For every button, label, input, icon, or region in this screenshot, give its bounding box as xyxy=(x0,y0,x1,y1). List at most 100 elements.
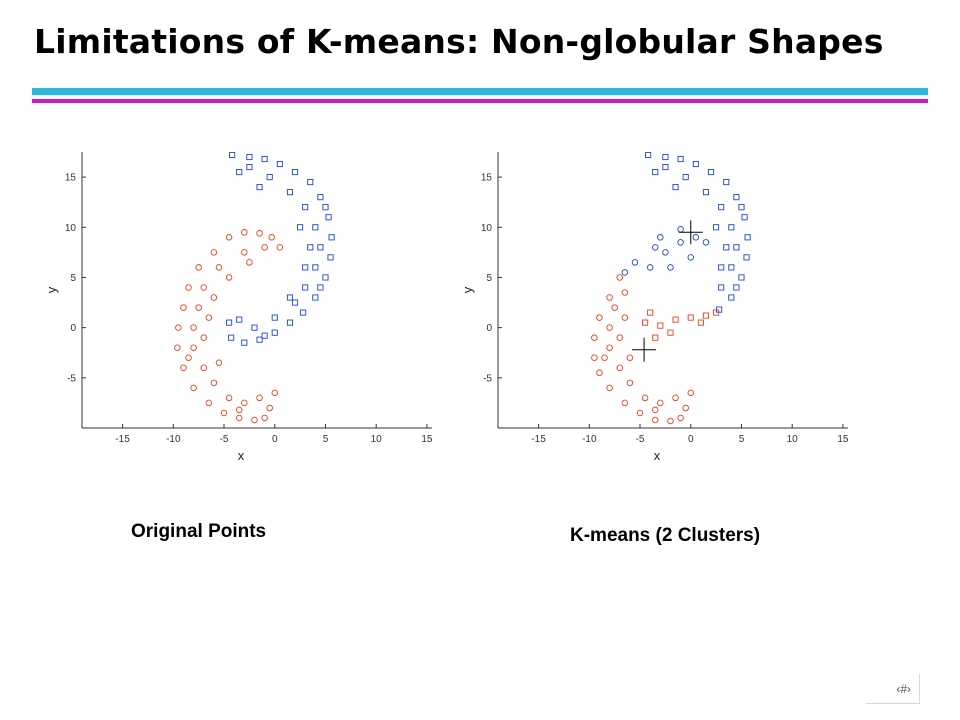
circle-point xyxy=(241,399,248,407)
x-tick-label: 0 xyxy=(272,434,278,445)
circle-point xyxy=(626,354,634,361)
circle-point xyxy=(220,409,228,417)
circle-point xyxy=(651,416,659,424)
circle-point xyxy=(621,399,629,407)
circle-point xyxy=(195,264,202,271)
square-point xyxy=(246,164,253,171)
circle-point xyxy=(235,406,243,414)
square-point xyxy=(702,189,710,196)
square-point xyxy=(667,329,674,336)
y-tick-label: -5 xyxy=(67,373,76,384)
circle-point xyxy=(621,314,629,321)
circle-point xyxy=(636,409,644,417)
square-point xyxy=(672,316,679,323)
square-point xyxy=(302,264,309,271)
circle-point xyxy=(180,364,187,372)
circle-point xyxy=(621,289,629,296)
scatter-svg: -15 -10 -5 0 5 10 15 -5 0 5 10 15 x y xyxy=(44,151,433,463)
x-tick-label: -10 xyxy=(582,434,597,445)
slide-number: ‹#› xyxy=(866,674,920,704)
circle-point xyxy=(591,334,598,341)
centroid-marker xyxy=(678,220,703,245)
circle-point xyxy=(261,244,268,251)
square-point xyxy=(682,174,689,181)
y-tick-label: 15 xyxy=(481,173,493,184)
square-point xyxy=(241,339,248,346)
circle-point xyxy=(251,416,258,424)
circle-point xyxy=(667,417,674,425)
square-point xyxy=(297,224,304,231)
scatter-plot-kmeans: -15 -10 -5 0 5 10 15 -5 0 5 10 15 x y xyxy=(452,140,862,470)
circle-point xyxy=(256,230,263,237)
circle-point xyxy=(651,406,659,414)
square-point xyxy=(228,334,235,341)
circle-point xyxy=(190,384,197,392)
y-axis-label: y xyxy=(44,286,59,293)
circle-point xyxy=(185,354,192,361)
circle-point xyxy=(677,414,684,422)
y-tick-label: 10 xyxy=(481,223,493,234)
circle-point xyxy=(200,364,207,372)
caption-original-points: Original Points xyxy=(131,521,267,542)
circle-point xyxy=(641,394,649,402)
circle-point xyxy=(276,244,284,251)
square-point xyxy=(733,284,740,291)
square-point xyxy=(312,294,319,301)
circle-point xyxy=(611,304,618,311)
circle-point xyxy=(215,264,223,271)
circle-point xyxy=(687,389,695,397)
circle-point xyxy=(210,249,218,256)
circle-point xyxy=(241,229,248,236)
circle-point xyxy=(657,234,664,241)
circle-point xyxy=(200,284,207,291)
square-point xyxy=(300,309,307,316)
square-point xyxy=(743,254,750,261)
square-point xyxy=(251,324,258,331)
square-point xyxy=(236,169,243,176)
square-point xyxy=(312,224,319,231)
square-point xyxy=(322,274,329,281)
circle-point xyxy=(616,274,623,281)
square-point xyxy=(647,309,654,316)
square-point xyxy=(307,244,314,251)
circle-point xyxy=(682,404,689,412)
x-tick-label: -5 xyxy=(220,434,229,445)
square-point xyxy=(229,151,236,159)
square-point xyxy=(312,264,319,271)
square-point xyxy=(723,244,730,251)
circle-point xyxy=(180,304,187,311)
square-point xyxy=(322,204,329,211)
square-point xyxy=(718,204,725,211)
x-axis-label: x xyxy=(654,448,661,463)
x-tick-label: -15 xyxy=(115,434,130,445)
slide-title: Limitations of K-means: Non-globular Sha… xyxy=(34,22,884,61)
square-point xyxy=(738,274,745,281)
x-axis-label: x xyxy=(238,448,245,463)
title-rule-cyan xyxy=(32,88,928,95)
square-point xyxy=(662,164,669,171)
square-point xyxy=(291,299,299,306)
circle-point xyxy=(616,364,623,372)
circle-point xyxy=(256,394,263,402)
square-point xyxy=(713,224,720,231)
square-point xyxy=(642,319,649,326)
circle-point xyxy=(190,324,197,331)
circle-point xyxy=(621,269,629,276)
square-point xyxy=(317,244,324,251)
square-point xyxy=(327,254,334,261)
circle-point xyxy=(225,234,233,241)
x-tick-label: 0 xyxy=(688,434,694,445)
square-point xyxy=(677,155,684,163)
circle-point xyxy=(174,344,181,351)
circle-point xyxy=(606,324,613,331)
circle-point xyxy=(215,359,223,367)
circle-point xyxy=(225,394,233,402)
circle-point xyxy=(235,414,243,422)
caption-kmeans: K-means (2 Clusters) xyxy=(570,525,761,546)
x-tick-label: -5 xyxy=(636,434,645,445)
circle-point xyxy=(616,334,623,341)
y-tick-label: 10 xyxy=(65,223,77,234)
circle-point xyxy=(646,264,654,271)
square-point xyxy=(687,314,694,321)
circle-point xyxy=(692,234,700,241)
